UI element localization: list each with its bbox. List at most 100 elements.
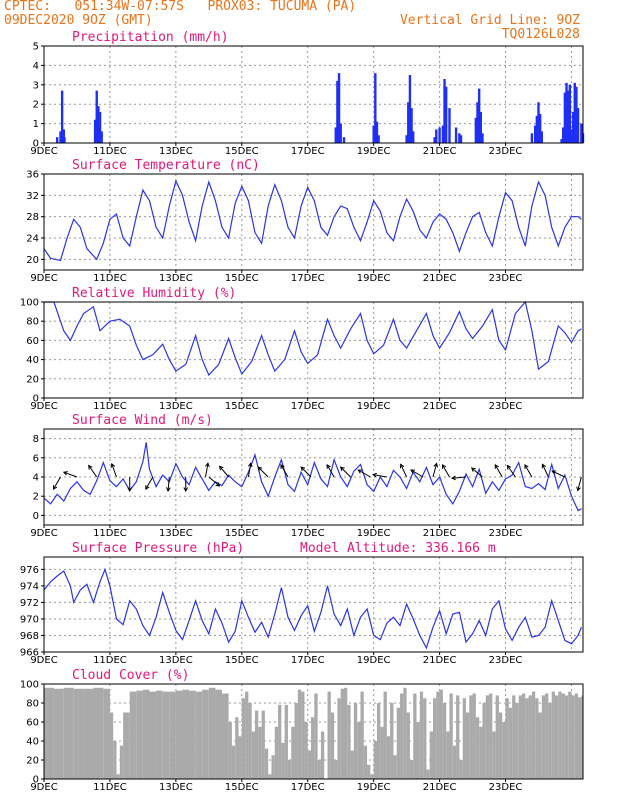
cloud-bar — [558, 691, 562, 779]
cloud-bar — [469, 695, 473, 779]
wind-arrowhead — [551, 470, 557, 475]
precip-bar — [98, 111, 102, 143]
y-tick-label: 36 — [26, 170, 39, 181]
wind-arrowhead — [62, 471, 68, 476]
x-tick-label: 23DEC — [489, 401, 523, 412]
x-tick-label: 13DEC — [159, 401, 193, 412]
precip-bar — [62, 129, 65, 143]
cloud-bar — [400, 693, 404, 779]
wind-arrowhead — [52, 485, 58, 491]
x-tick-label: 9DEC — [30, 528, 57, 539]
precip-bar — [342, 137, 346, 143]
x-tick-label: 15DEC — [225, 401, 259, 412]
header-model-code: TQ0126L028 — [501, 27, 580, 42]
cloud-bar — [462, 698, 466, 779]
precip-bar — [408, 75, 412, 143]
cloud-bar — [489, 693, 493, 779]
x-tick-label: 21DEC — [423, 528, 457, 539]
wind-arrow — [506, 465, 516, 478]
cloud-bar — [522, 693, 526, 779]
cloud-bar — [278, 704, 282, 779]
cloud-bar — [241, 698, 246, 779]
y-tick-label: 0 — [33, 775, 39, 786]
wind-arrow — [442, 464, 450, 478]
cloud-bar — [554, 695, 559, 779]
wind-arrowhead — [280, 463, 285, 469]
y-tick-label: 1 — [33, 119, 39, 130]
cloud-bar — [281, 742, 285, 779]
precip-bar — [565, 82, 568, 143]
y-tick-label: 32 — [26, 191, 39, 202]
precip-bar — [407, 102, 410, 143]
y-tick-label: 2 — [33, 100, 39, 111]
cloud-bar — [301, 691, 305, 779]
precip-bar — [93, 119, 97, 143]
y-tick-label: 0 — [33, 511, 39, 522]
cloud-bar — [568, 691, 572, 779]
wind-arrow — [219, 465, 229, 478]
precip-bar — [444, 86, 448, 143]
cloud-bar — [390, 703, 394, 779]
wind-arrowhead — [410, 469, 415, 474]
cloud-bar — [472, 693, 476, 779]
cloud-bar — [475, 717, 480, 779]
x-tick-label: 15DEC — [225, 528, 259, 539]
wind-arrow — [111, 463, 117, 478]
x-tick-label: 11DEC — [93, 655, 127, 666]
cloud-bar — [561, 693, 565, 779]
wind-arrowhead — [247, 462, 253, 468]
wind-arrow — [577, 476, 582, 491]
precip-bar — [537, 102, 540, 143]
wind-arrow — [280, 464, 289, 478]
precip-bar — [538, 113, 542, 143]
cloud-bar — [508, 707, 513, 779]
cloud-bar — [202, 689, 209, 779]
precip-bar — [59, 131, 62, 143]
x-tick-label: 21DEC — [423, 782, 457, 793]
cloud-bar — [136, 690, 143, 779]
y-tick-label: 5 — [33, 42, 39, 53]
cloud-bar — [386, 736, 391, 779]
x-tick-label: 11DEC — [93, 528, 127, 539]
wind-arrowhead — [494, 463, 499, 469]
wind-arrow — [53, 476, 61, 490]
series-line — [43, 442, 582, 512]
wind-arrow — [357, 469, 371, 478]
wind-arrowhead — [441, 463, 447, 469]
precip-bar — [566, 90, 570, 143]
x-tick-label: 11DEC — [93, 782, 127, 793]
cloud-bar — [482, 703, 486, 779]
precip-bar — [530, 133, 534, 143]
x-tick-label: 19DEC — [357, 782, 391, 793]
precip-bar — [580, 123, 583, 143]
cloud-bar — [222, 693, 229, 779]
cloud-bar — [44, 687, 54, 779]
cloud-bar — [327, 691, 331, 779]
panel-title: Surface Wind (m/s) — [72, 413, 213, 428]
wind-arrowhead — [450, 475, 456, 481]
panel-title: Cloud Cover (%) — [72, 668, 189, 683]
precip-bar — [441, 125, 445, 143]
cloud-bar — [169, 691, 176, 779]
wind-arrowhead — [257, 466, 263, 472]
x-tick-label: 15DEC — [225, 782, 259, 793]
wind-arrowhead — [357, 469, 363, 474]
precip-bar — [474, 117, 478, 143]
cloud-bar — [495, 695, 499, 779]
y-tick-label: 40 — [26, 355, 39, 366]
cloud-bar — [545, 693, 549, 779]
cloud-bar — [129, 691, 137, 779]
precip-bar — [479, 111, 483, 143]
x-tick-label: 11DEC — [93, 273, 127, 284]
cloud-bar — [83, 688, 94, 779]
cloud-bar — [515, 703, 519, 779]
x-tick-label: 21DEC — [423, 655, 457, 666]
x-tick-label: 11DEC — [93, 146, 127, 157]
y-tick-label: 20 — [26, 756, 39, 767]
cloud-bar — [439, 689, 443, 779]
cloud-bar — [452, 745, 457, 779]
x-tick-label: 11DEC — [93, 401, 127, 412]
cloud-bar — [320, 731, 325, 779]
cloud-bar — [271, 755, 275, 779]
cloud-bar — [317, 760, 321, 779]
